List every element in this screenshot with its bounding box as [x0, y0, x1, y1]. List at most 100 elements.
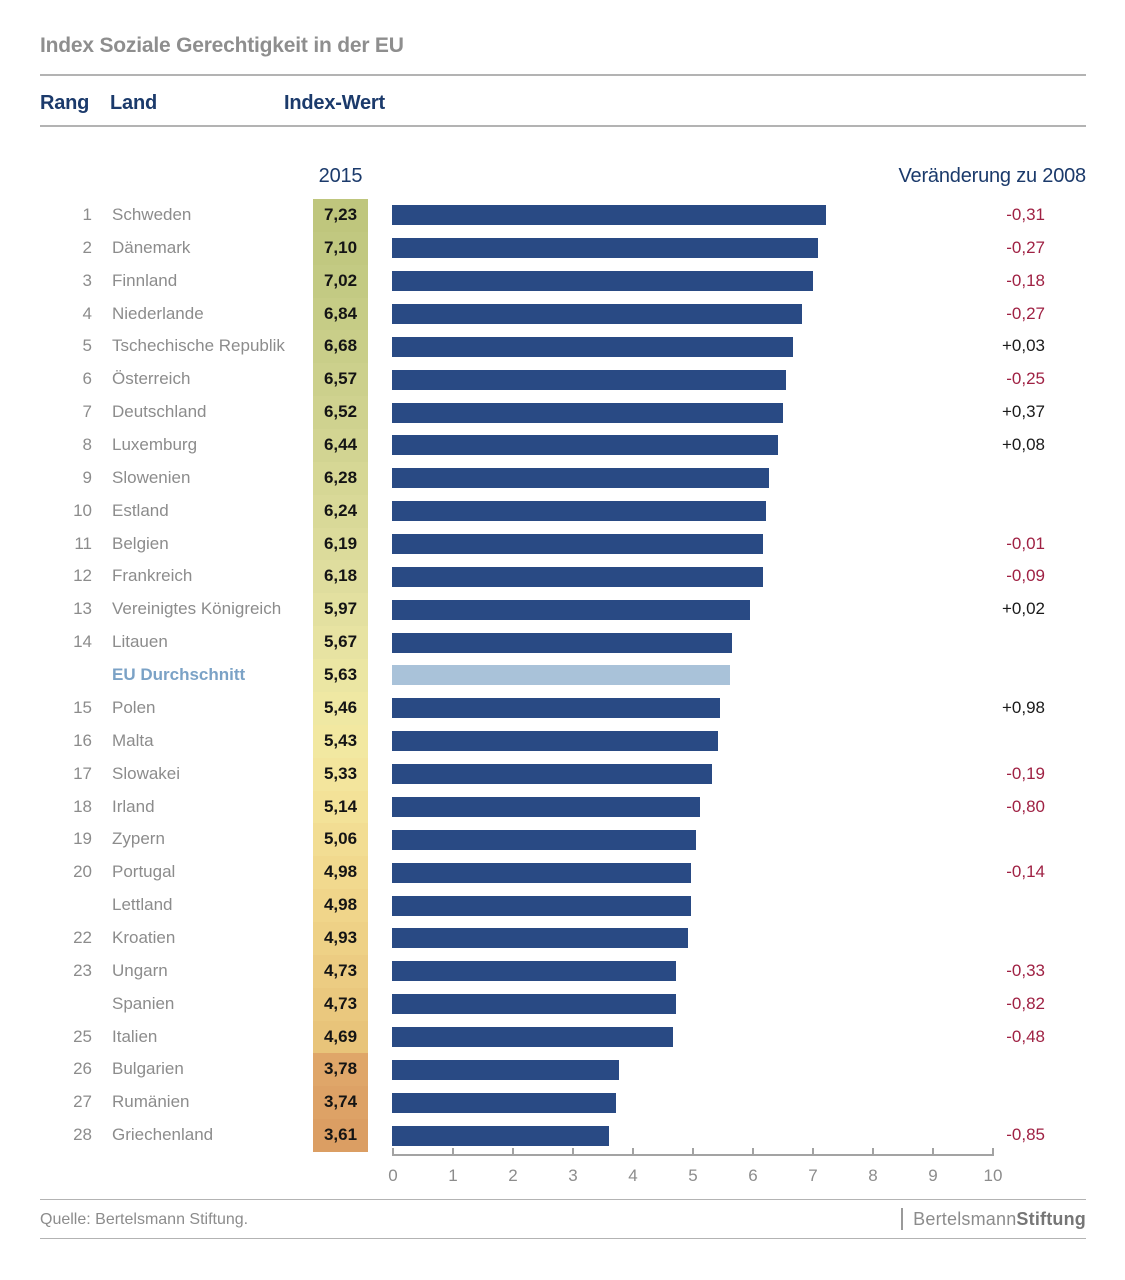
country-label: Ungarn: [112, 960, 168, 980]
index-value-cell: 7,23: [313, 199, 368, 232]
rank-cell: 13: [73, 599, 92, 619]
rank-cell: 23: [73, 960, 92, 980]
x-axis-tick-label: 10: [983, 1166, 1003, 1185]
x-axis-tick-label: 7: [808, 1166, 818, 1185]
index-value-cell: 4,73: [313, 954, 368, 988]
table-row: 26 Bulgarien 3,78: [0, 1053, 1125, 1087]
table-row: 7 Deutschland 6,52 +0,37: [0, 396, 1125, 430]
x-axis-tick: [932, 1148, 934, 1154]
column-header-rang: Rang: [40, 92, 90, 114]
table-row: 8 Luxemburg 6,44 +0,08: [0, 429, 1125, 462]
bar-eu-average: [392, 665, 730, 686]
index-value-cell: 6,52: [313, 396, 368, 430]
index-value-cell: 5,63: [313, 659, 368, 692]
index-value-cell: 6,18: [313, 560, 368, 594]
x-axis-line: [392, 1154, 994, 1156]
table-row: 11 Belgien 6,19 -0,01: [0, 527, 1125, 561]
value-bar: [392, 304, 803, 324]
country-label: Portugal: [112, 862, 176, 882]
rank-cell: 22: [73, 927, 92, 947]
index-value-cell: 6,57: [313, 363, 368, 397]
country-label: Rumänien: [112, 1092, 190, 1112]
rank-cell: 7: [82, 402, 92, 422]
rank-cell: 28: [73, 1125, 92, 1145]
change-value: -0,27: [1006, 237, 1045, 257]
change-value: -0,33: [1006, 960, 1045, 980]
rank-cell: 10: [73, 500, 92, 520]
rank-cell: 11: [74, 533, 92, 553]
value-bar: [392, 534, 764, 555]
index-value-cell: 7,10: [313, 231, 368, 265]
country-label: Belgien: [112, 533, 169, 553]
value-bar: [392, 468, 769, 489]
column-header-change: Veränderung zu 2008: [898, 165, 1087, 187]
index-value-cell: 4,98: [313, 889, 368, 922]
x-axis-tick: [692, 1148, 694, 1154]
table-row: 15 Polen 5,46 +0,98: [0, 691, 1125, 725]
index-value-cell: 3,78: [313, 1053, 368, 1087]
table-row: 4 Niederlande 6,84 -0,27: [0, 297, 1125, 331]
rank-cell: 16: [73, 730, 92, 750]
rank-cell: 18: [73, 796, 92, 816]
rank-cell: 3: [82, 270, 92, 290]
rank-cell: 26: [73, 1059, 92, 1079]
index-value-cell: 6,24: [313, 494, 368, 528]
table-row: 6 Österreich 6,57 -0,25: [0, 363, 1125, 397]
value-bar: [392, 895, 691, 916]
change-value: -0,31: [1006, 205, 1045, 224]
country-label: Niederlande: [112, 303, 204, 323]
rank-cell: 17: [73, 763, 92, 783]
table-row: 14 Litauen 5,67: [0, 626, 1125, 660]
value-bar: [392, 862, 691, 883]
index-value-cell: 3,61: [313, 1119, 368, 1152]
value-bar: [392, 501, 767, 522]
value-bar: [392, 796, 701, 817]
rank-cell: 15: [73, 697, 92, 717]
table-row: 5 Tschechische Republik 6,68 +0,03: [0, 330, 1125, 364]
country-label: Litauen: [112, 632, 168, 652]
index-value-cell: 7,02: [313, 264, 368, 298]
index-value-cell: 6,28: [313, 461, 368, 495]
country-label: Luxemburg: [112, 435, 198, 455]
value-bar: [392, 271, 814, 292]
eu-average-label: EU Durchschnitt: [112, 665, 246, 685]
country-label: Italien: [112, 1026, 158, 1046]
table-row: 19 Zypern 5,06: [0, 823, 1125, 857]
country-label: Schweden: [112, 205, 192, 224]
change-value: -0,01: [1006, 533, 1045, 553]
table-row: 9 Slowenien 6,28: [0, 461, 1125, 495]
value-bar: [392, 829, 696, 850]
value-bar: [392, 928, 688, 949]
rank-cell: 8: [82, 435, 92, 455]
x-axis-tick: [452, 1148, 454, 1154]
table-row: 27 Rumänien 3,74: [0, 1086, 1125, 1120]
index-value-cell: 5,14: [313, 790, 368, 824]
table-row: 1 Schweden 7,23 -0,31: [0, 199, 1125, 232]
country-label: Griechenland: [112, 1125, 214, 1145]
country-label: Estland: [112, 500, 169, 520]
country-label: Bulgarien: [112, 1059, 184, 1079]
country-label: Frankreich: [112, 566, 193, 586]
rank-cell: 27: [73, 1092, 92, 1112]
rank-cell: 6: [82, 369, 92, 389]
logo-text-stiftung: Stiftung: [1016, 1208, 1086, 1229]
country-label: Irland: [112, 796, 155, 816]
x-axis-tick-label: 1: [448, 1166, 458, 1185]
value-bar: [392, 1092, 617, 1113]
index-value-cell: 6,68: [313, 330, 368, 364]
rank-cell: 14: [73, 632, 92, 652]
change-value: -0,09: [1006, 566, 1045, 586]
table-row: 17 Slowakei 5,33 -0,19: [0, 757, 1125, 791]
divider-top: [40, 74, 1086, 76]
page-title: Index Soziale Gerechtigkeit in der EU: [40, 34, 404, 57]
value-bar: [392, 435, 779, 456]
x-axis-tick-label: 2: [508, 1166, 518, 1185]
value-bar: [392, 402, 784, 423]
table-row: 22 Kroatien 4,93: [0, 921, 1125, 955]
rank-cell: 12: [73, 566, 92, 586]
value-bar: [392, 599, 751, 620]
country-label: Zypern: [112, 829, 165, 849]
rank-cell: 4: [82, 303, 92, 323]
table-row: 12 Frankreich 6,18 -0,09: [0, 560, 1125, 594]
